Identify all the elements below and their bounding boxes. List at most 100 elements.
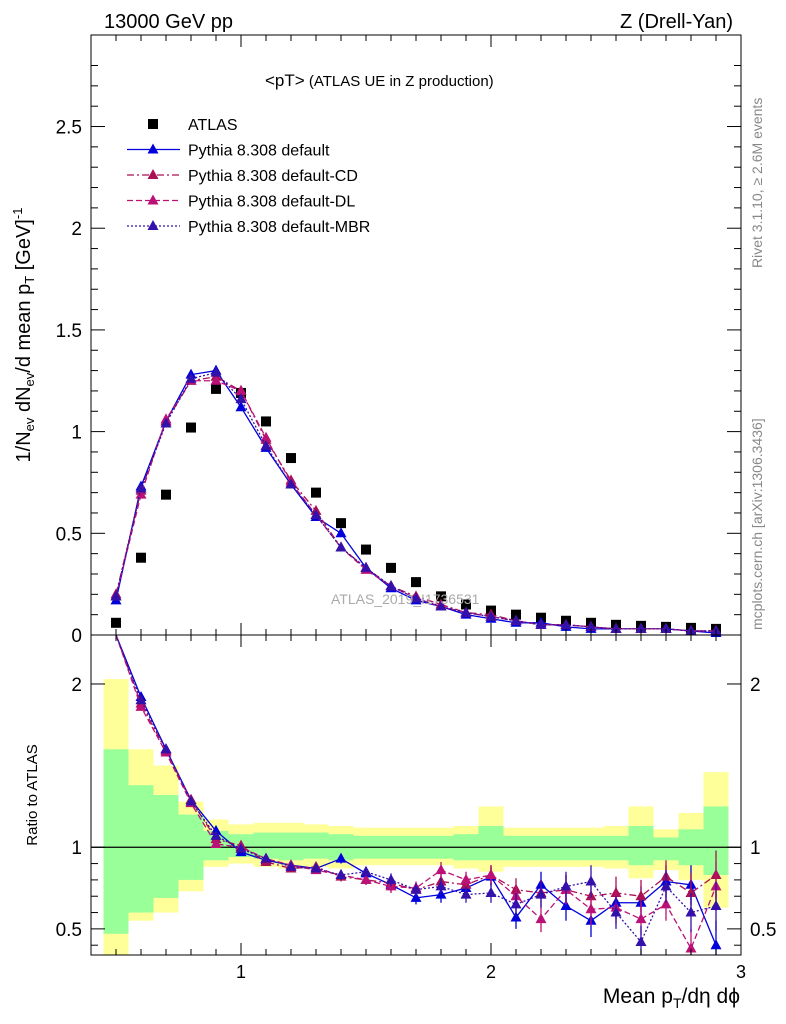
x-axis-label: Mean pT/dη dϕ	[603, 985, 740, 1011]
ratio-marker	[235, 842, 247, 853]
ratio-marker	[535, 913, 547, 924]
series-marker	[235, 401, 247, 412]
ratio-marker	[360, 865, 372, 876]
series-marker	[185, 372, 197, 383]
series-marker	[310, 509, 322, 519]
series-marker	[160, 417, 172, 428]
band-green-bin	[578, 835, 604, 861]
header-left: 13000 GeV pp	[104, 11, 233, 33]
plot-title-main: <pT>	[265, 71, 305, 90]
ratio-y-tick-label-right: 0.5	[750, 920, 776, 941]
ratio-marker	[685, 886, 697, 897]
series-marker	[135, 488, 147, 499]
band-green-bin	[278, 832, 304, 861]
atlas-data-point	[411, 577, 421, 588]
ratio-marker	[285, 860, 297, 871]
series-marker	[235, 384, 247, 395]
legend-marker	[147, 169, 159, 179]
ratio-marker	[460, 873, 472, 884]
series-marker	[385, 580, 397, 591]
plot-title: <pT> (ATLAS UE in Z production)	[265, 71, 494, 90]
ratio-marker	[635, 935, 647, 946]
ratio-marker	[685, 906, 697, 917]
ratio-marker	[185, 795, 197, 806]
series-marker	[410, 592, 422, 603]
atlas-data-point	[336, 518, 346, 529]
band-green-bin	[153, 795, 179, 898]
plot-title-sub: (ATLAS UE in Z production)	[305, 73, 494, 90]
ratio-marker	[210, 829, 222, 840]
series-marker	[585, 620, 597, 631]
rivet-version-label: Rivet 3.1.10, ≥ 2.6M events	[749, 98, 765, 268]
legend-entry-label: ATLAS	[188, 117, 238, 134]
ratio-marker	[310, 862, 322, 873]
series-marker	[335, 527, 347, 538]
ratio-marker	[660, 898, 672, 909]
series-marker	[660, 622, 672, 633]
band-green-bin	[303, 832, 329, 859]
atlas-data-point	[111, 617, 121, 628]
ratio-marker	[710, 939, 722, 950]
y-tick-label: 1.5	[56, 321, 82, 342]
ratio-marker	[385, 873, 397, 884]
series-marker	[335, 541, 347, 552]
atlas-data-point	[436, 591, 446, 602]
axis-ticks: 1 2 3 0 0.5 1 1.5 2 2.5 0.5 0.5 1 1 2 2	[56, 35, 776, 982]
ratio-marker	[460, 888, 472, 899]
band-green-bin	[553, 835, 579, 861]
legend-marker-atlas	[148, 119, 158, 129]
x-tick-label: 2	[486, 962, 496, 982]
series-marker	[210, 374, 222, 385]
ratio-y-axis-label: Ratio to ATLAS	[24, 744, 41, 845]
ratio-marker	[585, 903, 597, 914]
legend-entry-label: Pythia 8.308 default	[188, 143, 330, 160]
series-marker	[560, 618, 572, 629]
y-tick-label: 0	[71, 626, 82, 647]
ratio-y-tick-label: 2	[71, 675, 82, 696]
atlas-data-point	[386, 562, 396, 573]
series-marker	[435, 600, 447, 611]
band-green-bin	[528, 835, 554, 861]
series-marker	[485, 610, 497, 621]
band-green-bin	[628, 826, 654, 866]
ratio-marker	[335, 869, 347, 879]
y-tick-label: 1	[71, 423, 82, 444]
legend-entry-label: Pythia 8.308 default-MBR	[188, 219, 370, 236]
ratio-marker	[635, 913, 647, 924]
ratio-marker	[710, 900, 722, 911]
series-marker	[110, 590, 122, 601]
band-green-bin	[503, 835, 529, 861]
ratio-marker	[335, 852, 347, 863]
atlas-data-point	[186, 422, 196, 433]
y-tick-label: 0.5	[56, 524, 82, 545]
atlas-data-point	[136, 552, 146, 563]
series-marker	[285, 478, 297, 489]
ratio-marker	[635, 890, 647, 901]
series-marker	[135, 482, 147, 493]
ratio-y-tick-label-right: 1	[750, 838, 761, 859]
ratio-marker	[685, 942, 697, 953]
header-right: Z (Drell-Yan)	[620, 11, 733, 33]
band-green-bin	[603, 835, 629, 861]
analysis-watermark: ATLAS_2019_I1736531	[331, 591, 480, 607]
atlas-data-point	[361, 544, 371, 555]
mcplots-label: mcplots.cern.ch [arXiv:1306.3436]	[749, 418, 765, 630]
ratio-marker	[410, 883, 422, 894]
ratio-y-tick-label: 0.5	[56, 920, 82, 941]
ratio-plot-series	[115, 634, 722, 955]
ratio-marker	[610, 906, 622, 917]
ratio-marker	[510, 898, 522, 909]
atlas-data-point	[511, 609, 521, 620]
ratio-marker	[135, 694, 147, 705]
ratio-marker	[160, 743, 172, 754]
series-marker	[510, 614, 522, 625]
series-marker	[235, 393, 247, 404]
series-marker	[535, 618, 547, 629]
band-green-bin	[128, 785, 154, 913]
series-marker	[360, 561, 372, 572]
band-green-bin	[653, 837, 679, 861]
ratio-marker	[435, 864, 447, 875]
ratio-marker	[510, 911, 522, 922]
series-marker	[635, 622, 647, 633]
